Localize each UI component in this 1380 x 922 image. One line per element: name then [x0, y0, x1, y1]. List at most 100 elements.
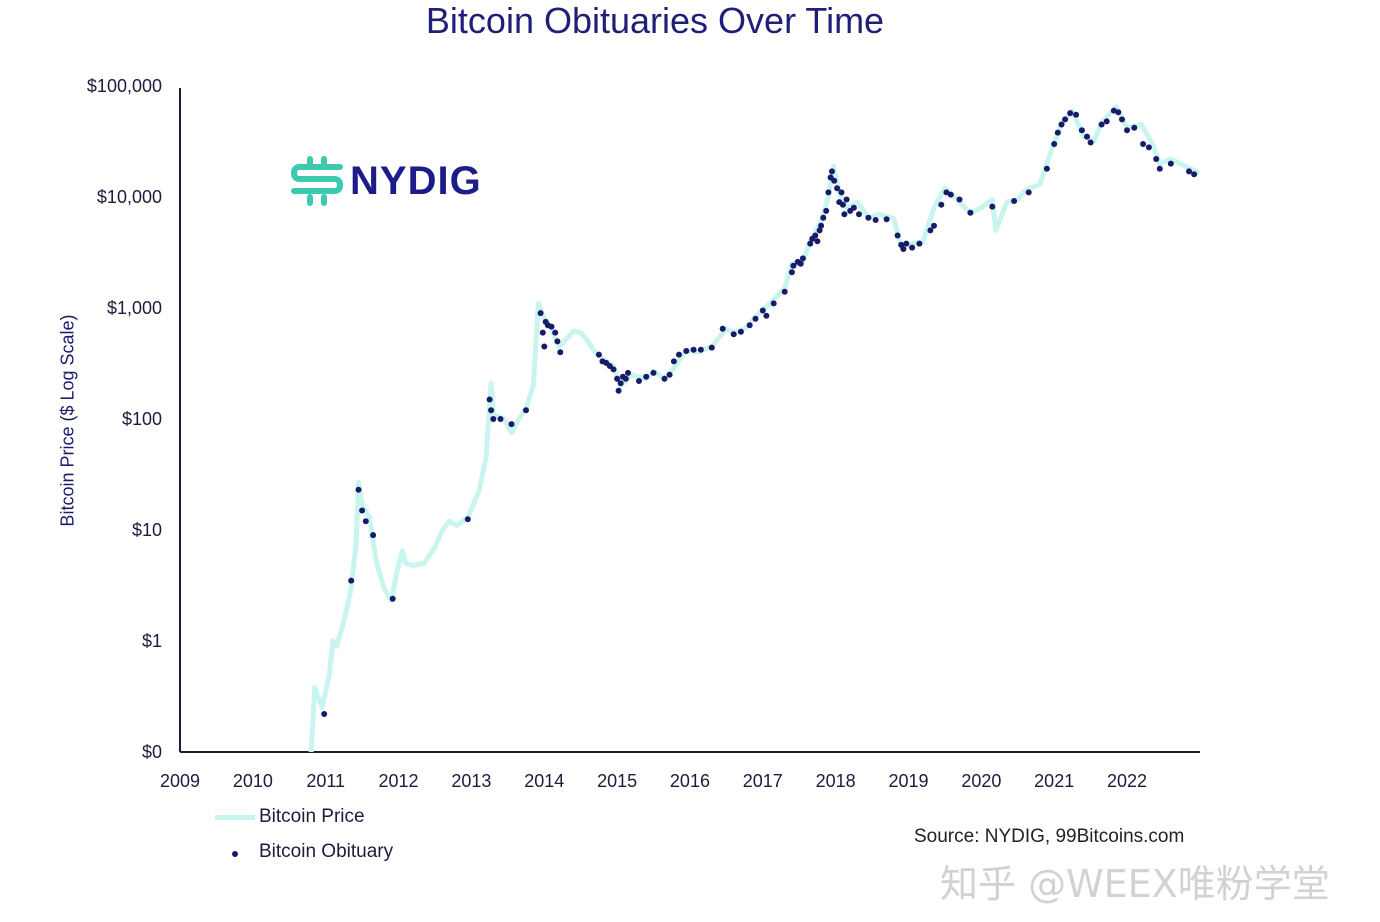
- obituary-point: [856, 211, 862, 218]
- obituary-point: [820, 214, 827, 221]
- obituary-point: [615, 387, 622, 394]
- obituary-point: [909, 244, 916, 251]
- obituary-point: [1084, 133, 1090, 140]
- obituary-point: [1156, 165, 1163, 172]
- obituary-point: [697, 346, 704, 353]
- obituary-point: [614, 375, 621, 382]
- obituary-point: [552, 329, 559, 336]
- x-tick-label: 2013: [451, 771, 491, 791]
- obituary-point: [389, 595, 396, 602]
- obituary-point: [1051, 141, 1058, 147]
- obituary-point: [883, 216, 890, 223]
- obituary-point: [636, 378, 642, 384]
- obituary-point: [843, 196, 850, 203]
- obituary-point: [730, 331, 737, 338]
- obituary-point: [799, 255, 806, 262]
- obituary-point: [554, 338, 561, 345]
- obituary-point: [989, 203, 996, 210]
- obituary-point: [370, 532, 377, 539]
- obituary-point: [690, 346, 697, 353]
- obituary-point: [781, 288, 788, 295]
- obituary-point: [865, 214, 872, 221]
- obituary-point: [790, 262, 797, 269]
- obituary-point: [362, 518, 369, 525]
- x-tick-label: 2015: [597, 771, 637, 791]
- obituary-point: [947, 191, 954, 198]
- obituary-point: [643, 373, 650, 380]
- x-tick-label: 2016: [670, 771, 710, 791]
- x-tick-label: 2021: [1034, 771, 1074, 791]
- obituary-point: [355, 486, 362, 493]
- obituary-point: [967, 209, 974, 216]
- obituary-point: [903, 240, 910, 247]
- obituary-point: [348, 577, 355, 584]
- obituary-point: [825, 189, 832, 196]
- obituary-point: [321, 711, 328, 717]
- obituary-point: [816, 227, 823, 234]
- obituary-point: [622, 375, 629, 382]
- obituary-point: [1145, 144, 1152, 151]
- obituary-point: [818, 222, 825, 229]
- legend-dot-swatch: [215, 841, 255, 863]
- obituary-point: [1131, 124, 1138, 131]
- x-tick-label: 2014: [524, 771, 564, 791]
- legend-item-price: Bitcoin Price: [215, 806, 365, 828]
- obituary-point: [1058, 121, 1065, 128]
- logo-text: NYDIG: [350, 158, 482, 203]
- nydig-logo-icon: [290, 156, 344, 206]
- y-tick-label: $100,000: [87, 76, 162, 96]
- obituary-point: [838, 189, 845, 196]
- obituary-point: [900, 246, 907, 252]
- obituary-point: [548, 323, 555, 330]
- obituary-point: [1043, 165, 1050, 172]
- obituary-point: [797, 260, 804, 267]
- legend-item-obituary: Bitcoin Obituary: [215, 841, 393, 863]
- obituary-point: [708, 344, 715, 351]
- obituary-point: [683, 348, 690, 354]
- obituary-point: [488, 407, 495, 414]
- obituary-point: [894, 232, 901, 239]
- obituary-point: [1119, 116, 1125, 123]
- watermark: 知乎 @WEEX唯粉学堂: [940, 862, 1330, 906]
- x-tick-label: 2017: [743, 771, 783, 791]
- obituary-point: [497, 416, 504, 422]
- legend-line-swatch: [215, 814, 255, 820]
- obituary-point: [1103, 118, 1110, 125]
- obituary-point: [746, 322, 753, 329]
- obituary-point: [541, 343, 548, 350]
- obituary-point: [1191, 171, 1198, 178]
- chart-title: Bitcoin Obituaries Over Time: [425, 0, 885, 41]
- obituary-point: [841, 211, 848, 218]
- obituary-point: [625, 369, 631, 376]
- legend-label: Bitcoin Price: [259, 806, 365, 827]
- nydig-logo: NYDIG: [290, 155, 482, 207]
- y-tick-label: $0: [142, 742, 162, 762]
- y-tick-label: $10,000: [97, 187, 162, 207]
- obituary-point: [834, 185, 841, 192]
- obituary-point: [752, 315, 759, 322]
- obituary-point: [1087, 139, 1094, 146]
- obituary-point: [763, 312, 770, 319]
- obituary-point: [650, 369, 657, 376]
- obituary-point: [537, 310, 544, 317]
- obituary-point: [1078, 127, 1085, 134]
- obituary-point: [1115, 109, 1122, 116]
- obituary-point: [872, 217, 879, 223]
- obituary-point: [670, 358, 677, 365]
- x-tick-label: 2018: [816, 771, 856, 791]
- obituary-point: [486, 396, 493, 403]
- obituary-point: [490, 416, 497, 422]
- obituary-point: [666, 371, 673, 378]
- obituary-point: [839, 201, 846, 208]
- obituary-point: [617, 380, 624, 387]
- obituary-point: [1073, 111, 1080, 118]
- obituary-point: [956, 196, 963, 203]
- y-tick-label: $1: [142, 631, 162, 651]
- obituary-point: [610, 366, 617, 373]
- obituary-point: [1153, 156, 1160, 162]
- obituary-point: [1011, 198, 1018, 204]
- obituary-point: [938, 201, 945, 208]
- obituary-point: [823, 207, 830, 214]
- obituary-point: [812, 232, 819, 239]
- x-tick-label: 2011: [306, 771, 345, 791]
